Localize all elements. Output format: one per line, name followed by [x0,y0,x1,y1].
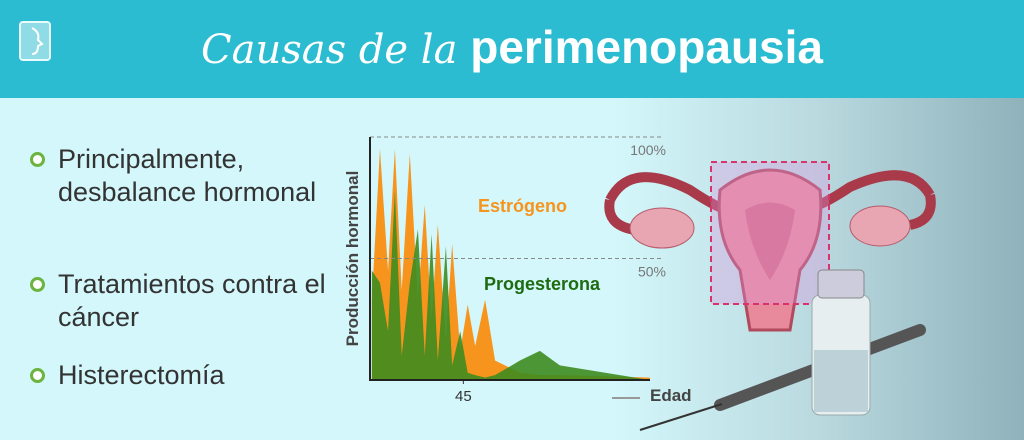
header-band: Causas de la perimenopausia [0,0,1024,98]
y-tick-label: 50% [638,264,666,280]
uterus-illustration [604,161,936,332]
x-tick-label: 45 [455,388,472,405]
bullet-dot [30,152,45,167]
bullet-dot [30,368,45,383]
area [371,190,650,380]
series-label: Progesterona [484,274,601,294]
bullet: Histerectomía [58,360,225,390]
series-label: Estrógeno [478,196,567,216]
x-axis-label: Edad [650,386,692,405]
title-bold: perimenopausia [470,21,824,73]
bullet-dot [30,277,45,292]
bullet: Tratamientos contra el cáncer [58,269,326,332]
y-tick-label: 100% [630,142,666,158]
axes [369,137,650,381]
title-regular: Causas de la [200,27,458,73]
y-axis-label: Producción hormonal [343,171,362,347]
plot: 100% 50% 45 Producción hormonal Edad Estrógen… [343,136,692,405]
title: Causas de la perimenopausia [0,20,1024,74]
vial-illustration [639,269,926,431]
logo [19,21,51,61]
bullet: Principalmente, desbalance hormonal [58,144,317,207]
